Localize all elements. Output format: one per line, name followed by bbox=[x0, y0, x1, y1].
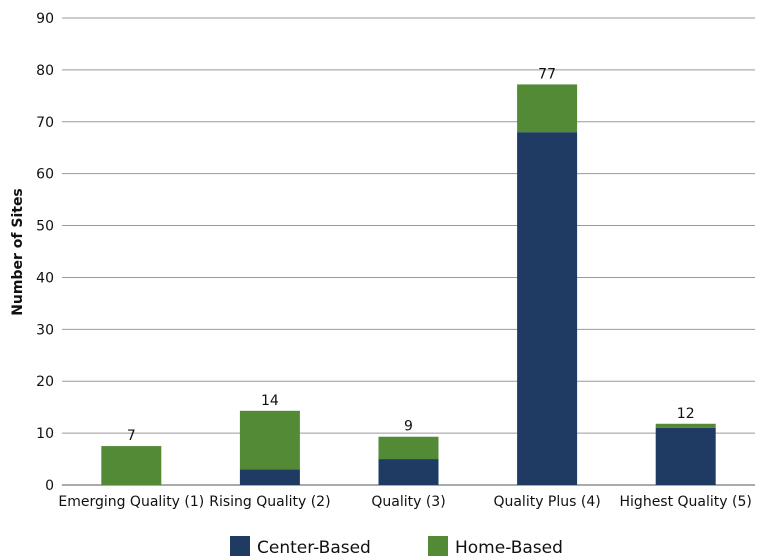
bar-total-label: 7 bbox=[127, 428, 136, 444]
y-tick-label: 40 bbox=[36, 270, 54, 286]
x-category-label: Emerging Quality (1) bbox=[58, 494, 204, 510]
bar-home-based bbox=[101, 446, 162, 485]
home-based-legend-label: Home-Based bbox=[455, 538, 563, 556]
y-tick-label: 0 bbox=[45, 478, 54, 494]
bar-center-based bbox=[655, 427, 716, 485]
bar-home-based bbox=[239, 410, 300, 470]
x-axis-categories: Emerging Quality (1) Rising Quality (2) Qu… bbox=[58, 494, 752, 510]
center-based-legend-label: Center-Based bbox=[257, 538, 371, 556]
y-tick-label: 50 bbox=[36, 219, 54, 235]
x-category-label: Highest Quality (5) bbox=[620, 494, 752, 510]
y-tick-label: 80 bbox=[36, 63, 54, 79]
bar-total-label: 77 bbox=[538, 66, 556, 82]
bar-total-label: 14 bbox=[261, 393, 279, 409]
data-labels: 7 14 9 77 12 bbox=[127, 66, 695, 444]
bar-total-label: 9 bbox=[404, 419, 413, 435]
bar-home-based bbox=[517, 84, 578, 133]
y-tick-label: 10 bbox=[36, 426, 54, 442]
center-based-legend-swatch bbox=[230, 536, 250, 556]
bar-total-label: 12 bbox=[677, 406, 695, 422]
bar-center-based bbox=[239, 469, 300, 485]
legend: Center-Based Home-Based bbox=[230, 536, 563, 556]
y-tick-label: 70 bbox=[36, 115, 54, 131]
x-category-label: Quality Plus (4) bbox=[493, 494, 600, 510]
y-tick-label: 20 bbox=[36, 374, 54, 390]
gridlines bbox=[62, 17, 755, 486]
bar-home-based bbox=[655, 423, 716, 428]
bar-home-based bbox=[378, 436, 439, 460]
x-category-label: Rising Quality (2) bbox=[209, 494, 330, 510]
y-tick-label: 90 bbox=[36, 11, 54, 27]
x-category-label: Quality (3) bbox=[371, 494, 445, 510]
bar-center-based bbox=[378, 459, 439, 485]
bar-center-based bbox=[517, 132, 578, 485]
y-tick-label: 30 bbox=[36, 322, 54, 338]
bars bbox=[101, 84, 716, 485]
y-axis-label: Number of Sites bbox=[10, 188, 26, 316]
y-axis-ticks: 0 10 20 30 40 50 60 70 80 90 bbox=[36, 11, 54, 494]
y-tick-label: 60 bbox=[36, 167, 54, 183]
home-based-legend-swatch bbox=[428, 536, 448, 556]
